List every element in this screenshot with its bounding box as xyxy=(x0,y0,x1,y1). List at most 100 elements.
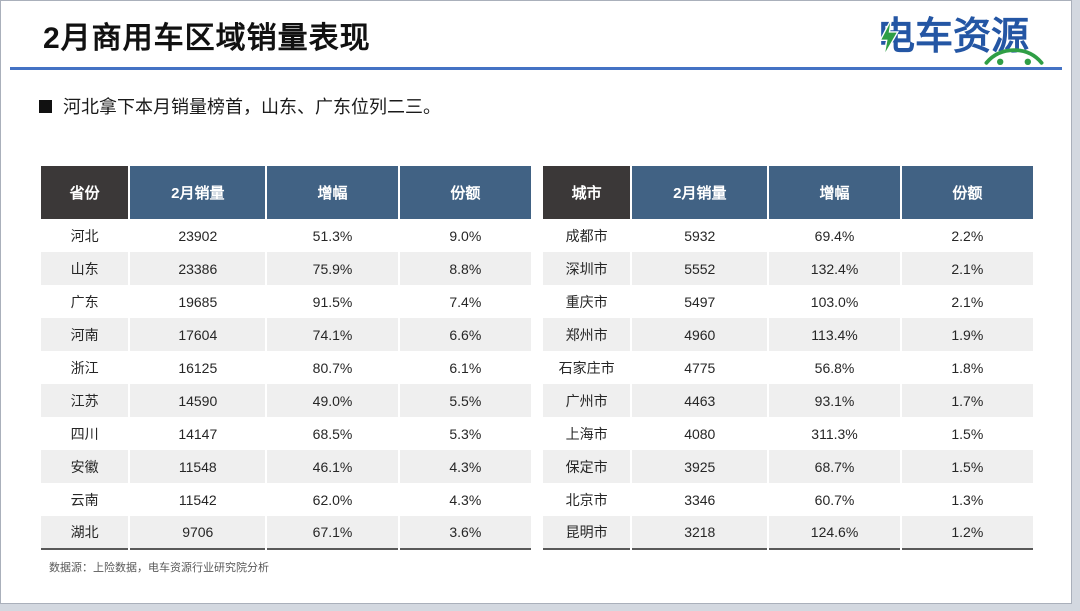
table-row: 云南 11542 62.0% 4.3% xyxy=(41,483,531,516)
table-header-cell: 增幅 xyxy=(767,166,901,219)
table-cell: 8.8% xyxy=(397,252,531,285)
table-cell: 6.6% xyxy=(397,318,531,351)
table-cell: 4463 xyxy=(630,384,769,417)
province-table: 省份 2月销量 增幅 份额 河北 23902 51.3% 9.0% 山东 23386 75.9% 8.… xyxy=(41,166,531,550)
table-header-row: 省份 2月销量 增幅 份额 xyxy=(41,166,531,219)
table-cell: 1.9% xyxy=(899,318,1033,351)
table-cell: 1.7% xyxy=(899,384,1033,417)
table-cell: 5.5% xyxy=(397,384,531,417)
table-cell: 132.4% xyxy=(767,252,901,285)
table-cell: 16125 xyxy=(128,351,267,384)
table-cell: 23902 xyxy=(128,219,267,252)
table-cell: 广州市 xyxy=(565,392,608,409)
table-cell: 14590 xyxy=(128,384,267,417)
table-cell: 5552 xyxy=(630,252,769,285)
table-cell: 4.3% xyxy=(397,483,531,516)
table-cell: 113.4% xyxy=(767,318,901,351)
table-header-row: 城市 2月销量 增幅 份额 xyxy=(543,166,1033,219)
table-cell: 23386 xyxy=(128,252,267,285)
table-cell: 3.6% xyxy=(397,516,531,549)
table-cell: 7.4% xyxy=(397,285,531,318)
table-cell: 重庆市 xyxy=(565,293,608,310)
table-cell: 14147 xyxy=(128,417,267,450)
table-row: 上海市 4080 311.3% 1.5% xyxy=(543,417,1033,450)
table-cell: 2.1% xyxy=(899,285,1033,318)
table-cell: 19685 xyxy=(128,285,267,318)
table-cell: 17604 xyxy=(128,318,267,351)
data-source-note: 数据源：上险数据，电车资源行业研究院分析 xyxy=(49,562,269,574)
table-cell: 11542 xyxy=(128,483,267,516)
table-cell: 103.0% xyxy=(767,285,901,318)
table-cell: 成都市 xyxy=(565,227,608,244)
table-cell: 江苏 xyxy=(70,392,99,409)
table-cell: 68.7% xyxy=(767,450,901,483)
table-cell: 311.3% xyxy=(767,417,901,450)
table-row: 深圳市 5552 132.4% 2.1% xyxy=(543,252,1033,285)
car-icon xyxy=(984,48,1044,65)
table-header-cell: 份额 xyxy=(899,166,1033,219)
table-cell: 9706 xyxy=(128,516,267,549)
table-cell: 1.5% xyxy=(899,450,1033,483)
brand-logo: 电车资源 xyxy=(877,11,1047,65)
table-cell: 49.0% xyxy=(265,384,399,417)
table-cell: 75.9% xyxy=(265,252,399,285)
province-sales-table-container: 省份 2月销量 增幅 份额 河北 23902 51.3% 9.0% 山东 23386 75.9% 8.… xyxy=(41,166,531,550)
table-row: 湖北 9706 67.1% 3.6% xyxy=(41,516,531,549)
table-cell: 浙江 xyxy=(70,359,99,376)
table-row: 郑州市 4960 113.4% 1.9% xyxy=(543,318,1033,351)
table-row: 江苏 14590 49.0% 5.5% xyxy=(41,384,531,417)
table-cell: 1.3% xyxy=(899,483,1033,516)
table-row: 安徽 11548 46.1% 4.3% xyxy=(41,450,531,483)
lightning-bolt-icon xyxy=(880,19,899,56)
table-row: 广州市 4463 93.1% 1.7% xyxy=(543,384,1033,417)
table-cell: 广东 xyxy=(70,293,99,310)
table-cell: 11548 xyxy=(128,450,267,483)
table-cell: 上海市 xyxy=(565,425,608,442)
table-row: 河北 23902 51.3% 9.0% xyxy=(41,219,531,252)
table-cell: 2.1% xyxy=(899,252,1033,285)
table-cell: 60.7% xyxy=(767,483,901,516)
table-header-cell: 省份 xyxy=(41,166,130,219)
city-table: 城市 2月销量 增幅 份额 成都市 5932 69.4% 2.2% 深圳市 5552 132.4% 2… xyxy=(543,166,1033,550)
table-row: 广东 19685 91.5% 7.4% xyxy=(41,285,531,318)
table-cell: 3346 xyxy=(630,483,769,516)
table-cell: 湖北 xyxy=(70,524,99,540)
table-cell: 69.4% xyxy=(767,219,901,252)
table-cell: 91.5% xyxy=(265,285,399,318)
table-cell: 云南 xyxy=(70,491,99,508)
table-row: 成都市 5932 69.4% 2.2% xyxy=(543,219,1033,252)
table-cell: 4960 xyxy=(630,318,769,351)
table-cell: 67.1% xyxy=(265,516,399,549)
table-cell: 北京市 xyxy=(565,491,608,508)
table-cell: 1.2% xyxy=(899,516,1033,549)
table-cell: 56.8% xyxy=(767,351,901,384)
table-row: 石家庄市 4775 56.8% 1.8% xyxy=(543,351,1033,384)
table-cell: 93.1% xyxy=(767,384,901,417)
table-cell: 4.3% xyxy=(397,450,531,483)
table-cell: 3218 xyxy=(630,516,769,549)
table-row: 北京市 3346 60.7% 1.3% xyxy=(543,483,1033,516)
table-header-cell: 2月销量 xyxy=(630,166,769,219)
table-cell: 四川 xyxy=(70,425,99,442)
table-cell: 郑州市 xyxy=(565,326,608,343)
table-cell: 安徽 xyxy=(70,458,99,475)
title-underline xyxy=(10,67,1062,70)
table-cell: 124.6% xyxy=(767,516,901,549)
table-header-cell: 份额 xyxy=(397,166,531,219)
table-cell: 3925 xyxy=(630,450,769,483)
table-row: 四川 14147 68.5% 5.3% xyxy=(41,417,531,450)
table-cell: 46.1% xyxy=(265,450,399,483)
table-cell: 河北 xyxy=(70,227,99,244)
table-cell: 山东 xyxy=(70,260,99,277)
table-cell: 62.0% xyxy=(265,483,399,516)
table-cell: 石家庄市 xyxy=(558,359,615,376)
table-cell: 1.8% xyxy=(899,351,1033,384)
table-cell: 1.5% xyxy=(899,417,1033,450)
key-insight-text: 河北拿下本月销量榜首，山东、广东位列二三。 xyxy=(63,97,441,117)
table-row: 河南 17604 74.1% 6.6% xyxy=(41,318,531,351)
table-row: 浙江 16125 80.7% 6.1% xyxy=(41,351,531,384)
table-cell: 5.3% xyxy=(397,417,531,450)
table-cell: 河南 xyxy=(70,326,99,343)
table-cell: 2.2% xyxy=(899,219,1033,252)
